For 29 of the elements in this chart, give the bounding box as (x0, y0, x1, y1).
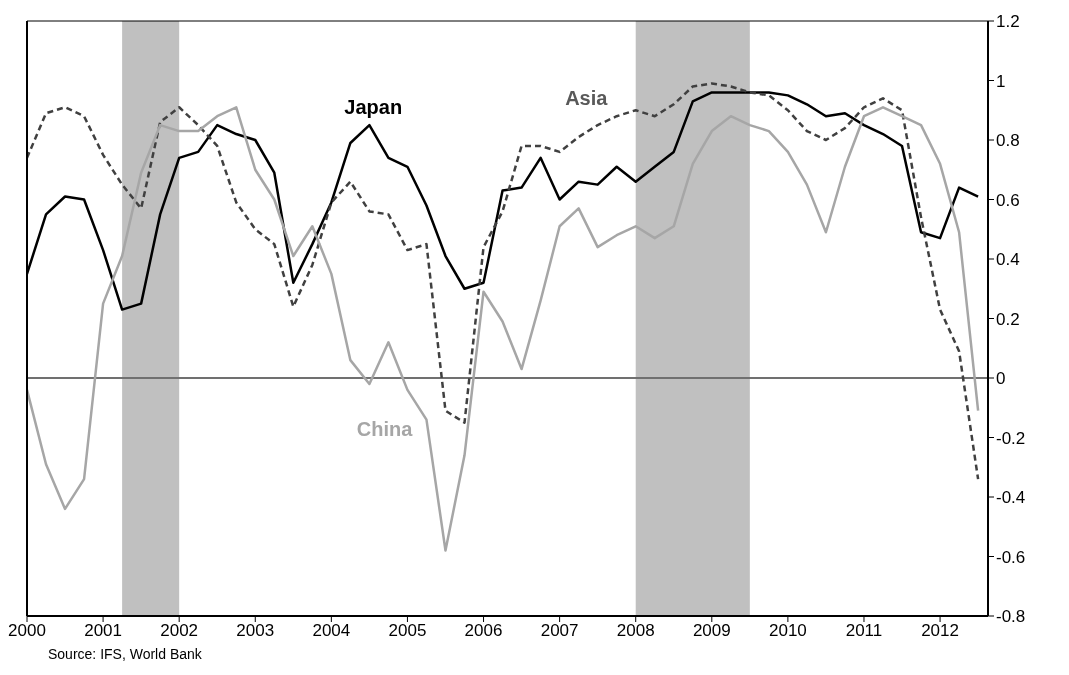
x-tick-label: 2006 (464, 621, 503, 641)
x-tick-label: 2002 (160, 621, 199, 641)
x-tick-label: 2008 (616, 621, 655, 641)
x-tick-label: 2003 (236, 621, 275, 641)
x-tick-label: 2007 (540, 621, 579, 641)
y-tick-label: -0.6 (996, 547, 1026, 567)
y-tick-label: -0.2 (996, 428, 1026, 448)
y-tick-label: 0 (996, 369, 1006, 389)
x-tick-label: 2000 (8, 621, 46, 641)
x-tick-label: 2012 (921, 621, 959, 641)
x-tick-label: 2011 (845, 621, 883, 641)
x-tick-label: 2005 (388, 621, 427, 641)
y-tick-label: 0.4 (996, 250, 1020, 270)
y-tick-label: 0.2 (996, 309, 1020, 329)
x-tick-label: 2001 (84, 621, 122, 641)
source-note: Source: IFS, World Bank (48, 646, 203, 662)
series-label: Asia (565, 87, 609, 110)
y-tick-label: -0.8 (996, 607, 1026, 627)
x-tick-label: 2010 (768, 621, 807, 641)
series-label: China (356, 417, 414, 440)
line-series (27, 82, 980, 481)
y-tick-label: 1.2 (996, 12, 1020, 32)
y-tick-label: 0.6 (996, 190, 1020, 210)
y-tick-label: 0.8 (996, 131, 1020, 151)
x-tick-label: 2009 (692, 621, 731, 641)
series-label: Japan (344, 96, 403, 119)
y-tick-label: -0.4 (996, 488, 1026, 508)
x-tick-label: 2004 (312, 621, 351, 641)
y-tick-label: 1 (996, 71, 1006, 91)
